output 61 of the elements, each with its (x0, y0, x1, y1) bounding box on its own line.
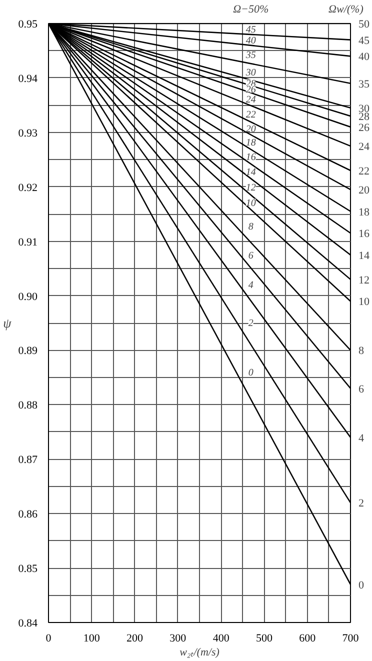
text: Ωw/(%) (328, 4, 364, 16)
text: 4 (358, 432, 364, 444)
y-tick-label: 0.84 (18, 618, 38, 630)
x-tick-label: 200 (126, 632, 144, 644)
text: 14 (358, 250, 370, 262)
text: 12 (358, 274, 370, 286)
series-label: 10 (246, 198, 256, 209)
x-tick-label: 700 (342, 632, 360, 644)
series-label: 26 (246, 84, 256, 96)
series-label: 30 (244, 67, 256, 78)
series-label: 50 (358, 18, 370, 30)
series-label: 4 (248, 280, 254, 291)
series-label: 18 (246, 138, 256, 149)
text: 26 (358, 122, 370, 134)
series-label: 2 (248, 318, 254, 330)
series-label: 6 (248, 250, 254, 262)
y-tick-label: 0.88 (18, 400, 38, 412)
series-label: 20 (246, 124, 256, 135)
text: 20 (358, 184, 370, 197)
y-axis-title: ψ (3, 316, 12, 330)
series-label: 45 (246, 24, 256, 36)
text: 40 (358, 51, 370, 64)
series-label: 8 (248, 221, 254, 232)
y-tick-label: 0.89 (18, 345, 38, 358)
y-tick-label: 0.87 (18, 454, 38, 466)
y-tick-label: 0.85 (18, 563, 38, 576)
series-label: 16 (246, 152, 256, 164)
text: 45 (358, 34, 370, 47)
text: 28 (358, 111, 370, 124)
text: 2 (358, 498, 364, 510)
x-tick-label: 600 (299, 632, 316, 644)
text: 35 (358, 78, 370, 90)
y-tick-label: 0.93 (18, 127, 38, 140)
x-tick-label: 400 (212, 632, 230, 644)
text: 22 (358, 166, 370, 178)
text: 16 (358, 228, 370, 240)
series-label: 0 (248, 367, 254, 378)
text: 10 (358, 296, 370, 308)
series-label: 14 (246, 166, 256, 178)
y-tick-label: 0.86 (18, 508, 38, 521)
text: Ω−50% (233, 4, 269, 16)
text: 24 (358, 141, 370, 154)
x-axis-title: w₂ₜ/(m/s) (180, 646, 220, 658)
y-tick-label: 0.92 (18, 182, 38, 194)
text: 18 (358, 206, 370, 218)
series-label: 40 (246, 35, 256, 46)
y-tick-label: 0.95 (18, 18, 38, 30)
y-tick-label: 0.90 (18, 290, 38, 303)
series-label: 12 (246, 182, 256, 194)
x-tick-label: 300 (170, 632, 187, 644)
text: 6 (358, 383, 364, 396)
y-tick-label: 0.94 (18, 72, 38, 85)
text: 0 (358, 579, 364, 592)
x-tick-label: 0 (46, 632, 52, 644)
y-tick-label: 0.91 (18, 236, 38, 248)
series-label: 35 (244, 50, 256, 62)
x-tick-label: 100 (83, 632, 100, 644)
series-label: 24 (246, 94, 256, 106)
text: 8 (358, 345, 364, 358)
series-label: 22 (246, 109, 256, 120)
x-tick-label: 500 (256, 632, 273, 644)
